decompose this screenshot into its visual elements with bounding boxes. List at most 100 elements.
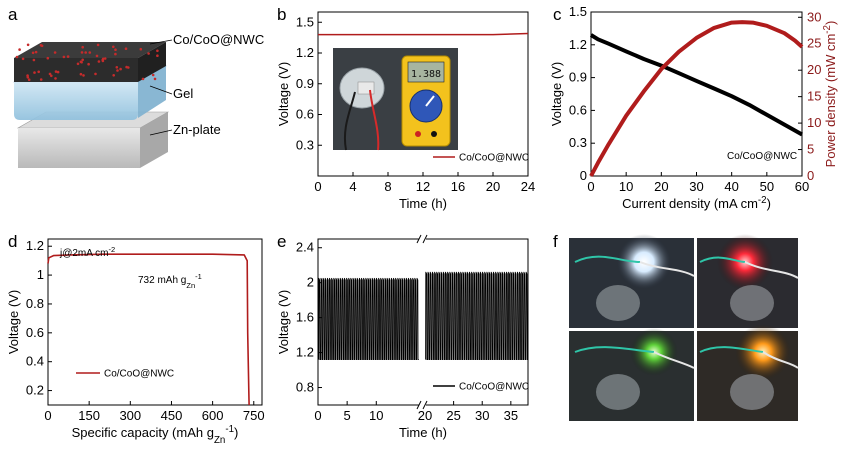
voltage-curve xyxy=(589,33,803,137)
capacity-annotation: 732 mAh gZn-1 xyxy=(138,272,202,290)
x-tick-label: 30 xyxy=(475,408,489,423)
chart-b-open-circuit-voltage: 0 4 8 12 16 20 24 0.3 0.6 0.9 1.2 1.5 Time (h) Voltag… xyxy=(276,11,535,211)
particle xyxy=(76,62,80,66)
y2-tick-label: 0 xyxy=(807,168,814,183)
particle xyxy=(141,77,145,81)
particle xyxy=(97,60,101,63)
particle xyxy=(153,77,157,81)
leader-line-catalyst xyxy=(149,39,173,45)
y-tick-label: 2 xyxy=(307,275,314,290)
y-tick-label: 0.8 xyxy=(26,296,44,311)
x-axis-label: Time (h) xyxy=(399,196,447,211)
layer-label-gel: Gel xyxy=(173,86,193,101)
battery-schematic: Co/CoO@NWC Gel Zn-plate xyxy=(12,32,264,168)
y-tick-label: 0.8 xyxy=(296,380,314,395)
y-tick-label: 1 xyxy=(37,267,44,282)
x-tick-label: 40 xyxy=(724,179,738,194)
particle xyxy=(79,60,83,64)
y-axis-label: Voltage (V) xyxy=(6,290,21,354)
x-tick-label: 10 xyxy=(369,408,383,423)
y-tick-label: 1.6 xyxy=(296,310,314,325)
x-tick-label: 0 xyxy=(44,408,51,423)
led-photos xyxy=(569,234,799,421)
y2-tick-label: 25 xyxy=(807,36,821,51)
particle xyxy=(87,62,90,66)
x-tick-label: 8 xyxy=(384,179,391,194)
plot-frame xyxy=(47,238,263,406)
x-tick-label: 150 xyxy=(78,408,100,423)
layer-label-zn-plate: Zn-plate xyxy=(173,122,221,137)
cycling-curve-segment-2 xyxy=(425,271,528,361)
particle xyxy=(15,55,19,59)
led-photo-green xyxy=(569,328,695,421)
y-tick-label: 0.6 xyxy=(26,325,44,340)
lead-wire-black xyxy=(344,91,356,151)
particle xyxy=(62,55,66,59)
x-tick-label: 24 xyxy=(521,179,535,194)
particle xyxy=(114,52,117,56)
particle xyxy=(50,74,53,78)
panel-label-f: f xyxy=(553,232,558,251)
particle xyxy=(21,57,25,61)
particle xyxy=(53,51,57,54)
particle xyxy=(151,73,155,77)
multimeter-screen xyxy=(407,61,445,83)
leader-line-gel xyxy=(149,85,173,95)
current-annotation: j@2mA cm-2 xyxy=(59,245,115,260)
x-tick-label: 10 xyxy=(619,179,633,194)
particle xyxy=(94,72,97,76)
particle xyxy=(31,51,35,55)
x-tick-label: 750 xyxy=(243,408,265,423)
x-axis-label: Time (h) xyxy=(399,425,447,440)
particle xyxy=(34,50,38,54)
particle xyxy=(112,45,115,49)
leader-line-zn xyxy=(149,129,173,136)
y-tick-label: 0.6 xyxy=(569,102,587,117)
y-tick-label: 0 xyxy=(580,168,587,183)
y-tick-label: 1.5 xyxy=(296,14,314,29)
y2-tick-label: 20 xyxy=(807,62,821,77)
panel-label-a: a xyxy=(8,5,18,24)
axis-break-mark xyxy=(416,234,422,244)
battery-cell xyxy=(357,81,375,95)
cycling-curve-segment-1 xyxy=(318,277,419,361)
series-line xyxy=(318,32,529,36)
panel-label-c: c xyxy=(553,5,562,24)
y-tick-label: 1.2 xyxy=(296,45,314,60)
x-tick-label: 20 xyxy=(486,179,500,194)
y-axis-label: Voltage (V) xyxy=(276,290,291,354)
multimeter-reading: 1.388 xyxy=(411,69,441,80)
multimeter-photo: 1.388 xyxy=(333,48,458,151)
particle xyxy=(95,54,99,58)
particle xyxy=(124,47,128,50)
particle xyxy=(46,56,50,60)
y-tick-label: 2.4 xyxy=(296,240,314,255)
particle xyxy=(156,49,159,53)
panel-label-d: d xyxy=(8,232,17,251)
catalyst-layer-side xyxy=(138,42,166,82)
x-tick-label: 50 xyxy=(760,179,774,194)
axis-break-gap xyxy=(419,235,426,243)
x-tick-label: 600 xyxy=(202,408,224,423)
y2-tick-label: 30 xyxy=(807,9,821,24)
particle xyxy=(103,57,107,60)
discharge-curve xyxy=(47,253,250,406)
particle xyxy=(39,44,43,47)
power-density-curve xyxy=(589,20,804,177)
x-tick-label: 0 xyxy=(314,179,321,194)
zn-plate-side xyxy=(140,112,168,168)
led-photo-orange xyxy=(697,324,799,421)
y-axis-label: Voltage (V) xyxy=(549,62,564,126)
particle xyxy=(88,51,92,54)
axis-break-mark xyxy=(422,234,428,244)
catalyst-layer-front xyxy=(14,58,138,82)
x-tick-label: 5 xyxy=(344,408,351,423)
panel-label-e: e xyxy=(277,232,286,251)
y-axis-label: Voltage (V) xyxy=(276,62,291,126)
x-tick-label: 0 xyxy=(587,179,594,194)
x-tick-label: 0 xyxy=(314,408,321,423)
particle xyxy=(80,51,84,54)
particle xyxy=(82,74,85,77)
